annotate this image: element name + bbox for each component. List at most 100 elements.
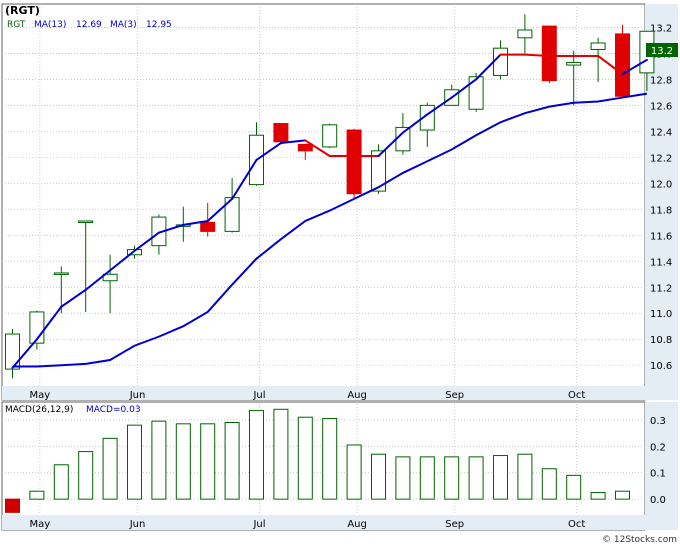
price-y-tick-label: 11.2 — [650, 283, 672, 294]
macd-bar — [468, 456, 484, 500]
macd-bar — [395, 456, 411, 500]
macd-bar — [78, 451, 94, 500]
ma-3-segment — [109, 249, 136, 272]
candle-up — [517, 14, 533, 54]
ma-3-segment — [231, 158, 258, 200]
macd-axis-bg — [645, 402, 678, 530]
ma-3-segment — [182, 219, 209, 226]
macd-x-tick-label: Aug — [347, 519, 367, 530]
candle-down — [273, 123, 289, 145]
macd-x-tick-label: Oct — [568, 519, 585, 530]
macd-bars — [5, 408, 630, 513]
macd-x-tick-label: Jul — [252, 519, 265, 530]
candle-body — [346, 129, 362, 195]
macd-bar — [541, 468, 557, 500]
ma-3-segment — [401, 113, 429, 134]
price-y-tick-label: 12.4 — [650, 127, 672, 138]
macd-bar — [53, 464, 69, 500]
macd-y-tick-label: 0.3 — [650, 416, 666, 427]
ma-3-segment — [157, 223, 185, 234]
candle-up — [53, 266, 69, 314]
candle-body — [541, 25, 557, 82]
price-y-tick-label: 10.8 — [650, 335, 672, 346]
macd-bar — [590, 492, 606, 500]
price-x-tick-label: Oct — [568, 390, 585, 401]
legend-ma-long-value: 12.69 — [76, 20, 102, 30]
candle-up — [322, 123, 338, 149]
macd-bar — [517, 453, 533, 500]
candle-up — [5, 328, 20, 379]
ma-3-segment — [35, 305, 63, 341]
price-y-tick-label: 12.2 — [650, 153, 672, 164]
macd-bar-negative — [5, 498, 20, 513]
macd-bar — [29, 490, 45, 500]
candle-up — [566, 50, 582, 106]
candle-body — [127, 249, 142, 256]
macd-bar — [615, 490, 630, 500]
ma-3-segment — [597, 54, 624, 76]
candle-body — [297, 143, 313, 152]
ma-3-segment — [523, 53, 551, 57]
macd-bar — [151, 420, 167, 500]
price-x-tick-label: Jul — [252, 390, 265, 401]
price-y-tick-label: 13.2 — [650, 23, 672, 34]
candle-body — [102, 273, 118, 282]
macd-x-tick-label: Sep — [445, 519, 464, 530]
macd-bar — [566, 474, 582, 500]
candle-up — [590, 37, 606, 82]
candle-up — [127, 245, 142, 259]
macd-x-tick-label: May — [30, 519, 51, 530]
price-y-tick-label: 12.6 — [650, 101, 672, 112]
candle-up — [468, 72, 484, 112]
macd-bar — [493, 455, 508, 500]
candle-down — [346, 128, 362, 199]
macd-bar — [127, 424, 142, 500]
macd-bar — [175, 423, 191, 500]
macd-y-tick-label: 0.0 — [650, 495, 666, 506]
macd-bar — [200, 423, 216, 500]
candle-body — [273, 123, 289, 143]
macd-xaxis-bg — [2, 515, 645, 530]
macd-value: MACD=0.03 — [86, 405, 141, 415]
price-x-tick-labels: May Jun Jul Aug Sep Oct — [30, 390, 586, 401]
watermark: © 12Stocks.com — [602, 535, 677, 545]
candle-down — [541, 25, 557, 84]
candle-body — [517, 29, 533, 39]
macd-bar — [297, 416, 313, 500]
ma-3-segment — [304, 139, 331, 158]
ma-3-segment — [621, 58, 648, 76]
price-y-tick-label: 11.6 — [650, 231, 672, 242]
macd-bar — [322, 418, 338, 500]
price-y-tick-label: 12.8 — [650, 75, 672, 86]
price-y-tick-label: 12.0 — [650, 179, 672, 190]
legend-ma-short-label: MA(3) — [110, 20, 137, 30]
candle-body — [590, 42, 606, 50]
macd-bar — [346, 444, 362, 500]
macd-y-tick-labels: 0.0 0.1 0.2 0.3 — [650, 416, 666, 506]
candle-down — [297, 143, 313, 160]
price-x-tick-label: May — [30, 390, 51, 401]
price-badge-bg — [646, 43, 678, 57]
macd-bar — [419, 456, 435, 500]
macd-bar — [224, 422, 240, 500]
candle-body — [566, 61, 582, 66]
candle-body — [200, 221, 216, 232]
price-x-tick-label: Sep — [445, 390, 464, 401]
price-y-tick-label: 10.6 — [650, 361, 672, 372]
ma-3-segment — [60, 288, 87, 308]
macd-label: MACD(26,12,9) — [5, 405, 73, 415]
candlesticks — [5, 14, 655, 379]
price-panel — [1, 3, 646, 401]
price-badge: 13.2 — [651, 46, 673, 57]
candle-body — [5, 333, 20, 370]
candle-body — [371, 150, 386, 192]
macd-bar — [444, 456, 460, 500]
ma-3-segment — [11, 338, 38, 369]
candle-body — [78, 220, 94, 223]
macd-bar — [102, 437, 118, 500]
price-x-tick-label: Jun — [129, 390, 146, 401]
legend-ma-short-value: 12.95 — [146, 20, 172, 30]
candle-body — [615, 33, 630, 97]
